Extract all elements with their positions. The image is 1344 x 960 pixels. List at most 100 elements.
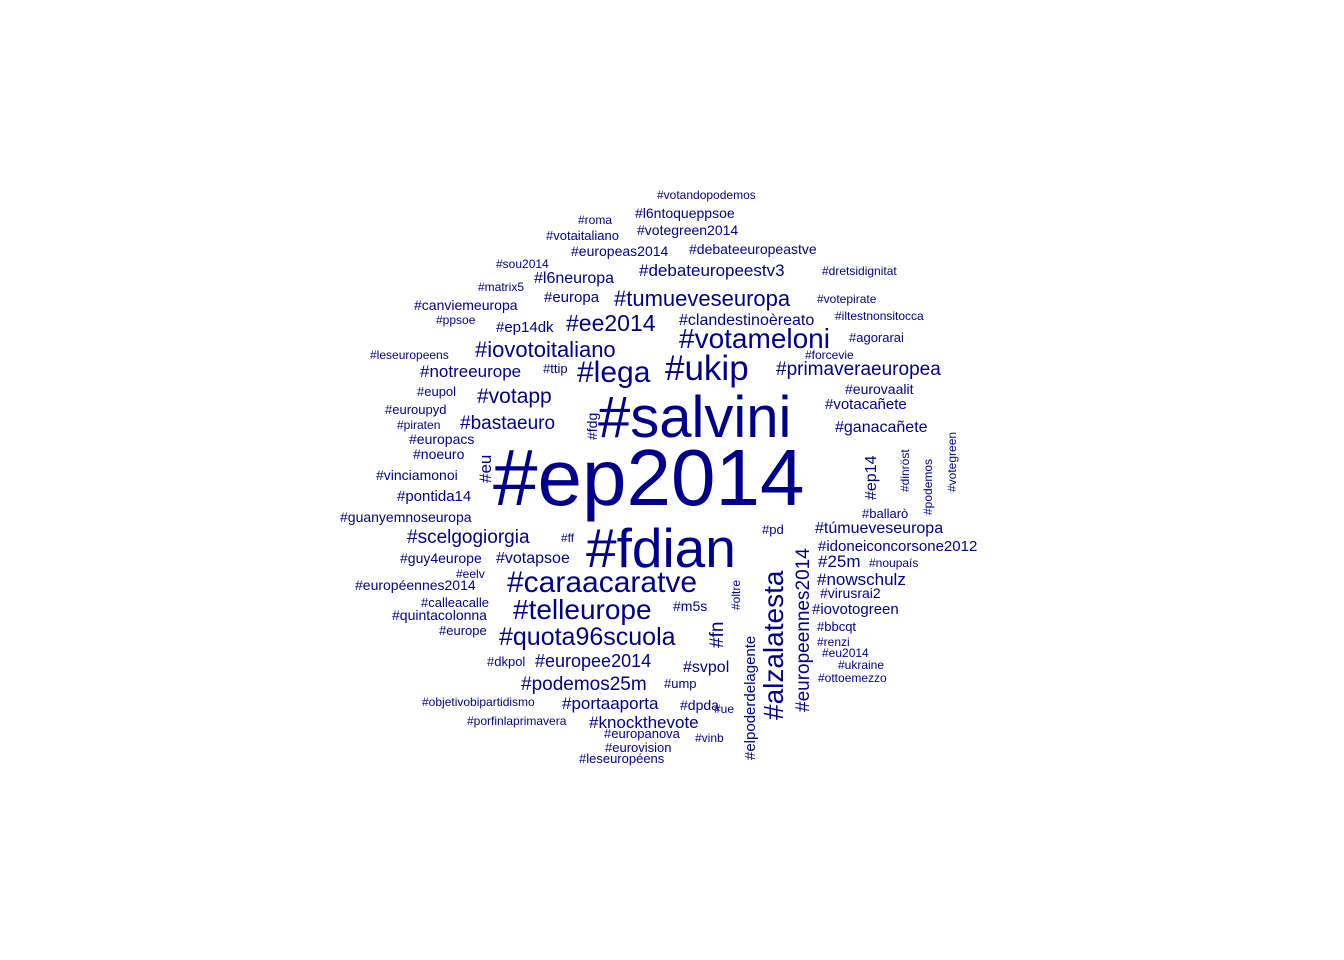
word: #ukraine (838, 658, 884, 672)
word: #l6ntoqueppsoe (635, 205, 735, 221)
word: #primaveraeuropea (776, 359, 941, 380)
word: #fdian (586, 517, 736, 579)
word: #fn (707, 622, 728, 648)
word: #notreeurope (420, 362, 521, 381)
word: #ue (714, 702, 734, 716)
word: #ep14 (863, 455, 880, 500)
word: #quota96scuola (499, 623, 676, 651)
word: #ttip (543, 361, 568, 376)
word: #votapp (477, 385, 552, 408)
word: #svpol (683, 659, 729, 676)
word: #ballarò (862, 506, 908, 521)
word: #bastaeuro (460, 413, 555, 434)
word: #25m (818, 552, 861, 571)
word: #eelv (456, 567, 485, 581)
word: #ff (561, 531, 575, 545)
word: #caraacaratve (507, 566, 697, 599)
word: #piraten (397, 418, 440, 432)
word: #eurovision (605, 740, 672, 755)
word: #m5s (673, 598, 707, 614)
word: #elpoderdelagente (742, 636, 759, 760)
word: #dpda (680, 697, 719, 713)
word: #votandopodemos (657, 188, 756, 202)
word: #clandestinoèreato (679, 312, 814, 329)
word: #vinciamonoi (376, 467, 458, 483)
word: #iltestnonsitocca (835, 309, 924, 323)
word: #bbcqt (817, 619, 856, 634)
word: #telleurope (513, 594, 652, 625)
word: #leseuropeens (370, 348, 449, 362)
word: #votegreen (945, 432, 959, 492)
word: #alzalatesta (758, 570, 789, 720)
word: #objetivobipartidismo (422, 695, 535, 709)
word: #eu2014 (822, 646, 869, 660)
word: #ppsoe (436, 313, 476, 327)
word: #ump (664, 676, 697, 691)
word: #renzi (817, 635, 850, 649)
word: #salvini (598, 385, 791, 450)
word: #knockthevote (589, 713, 699, 732)
word: #portaaporta (562, 694, 659, 713)
word: #guanyemnoseuropa (340, 509, 472, 525)
word: #ganacañete (835, 419, 928, 436)
word: #virusrai2 (820, 585, 881, 601)
word: #votegreen2014 (637, 222, 738, 238)
word: #l6neuropa (534, 270, 614, 287)
word: #eurovaalit (845, 381, 914, 397)
word: #matrix5 (478, 280, 524, 294)
word: #eupol (417, 384, 456, 399)
word: #noeuro (413, 446, 465, 462)
word: #calleacalle (421, 595, 489, 610)
word: #fdg (584, 413, 600, 440)
word: #noupaís (869, 556, 918, 570)
word: #dkpol (487, 654, 525, 669)
word: #scelgogiorgia (407, 527, 530, 548)
word: #votameloni (679, 323, 830, 354)
word: #pontida14 (397, 488, 471, 505)
word: #ee2014 (566, 310, 656, 336)
word: #podemos25m (521, 674, 647, 695)
word: #europeas2014 (571, 243, 669, 259)
word: #guy4europe (400, 550, 482, 566)
word: #pd (762, 522, 784, 537)
word: #leseuropéens (579, 751, 665, 766)
word: #forcevie (805, 348, 854, 362)
word: #túmueveseuropa (815, 520, 943, 537)
word: #debateeuropeastve (689, 241, 817, 257)
word: #votepirate (817, 292, 877, 306)
word: #porfinlaprimavera (467, 714, 567, 728)
word: #podemos (921, 459, 935, 515)
word: #iovotoitaliano (475, 337, 616, 362)
word: #ukip (665, 349, 749, 388)
word: #européennes2014 (355, 577, 476, 593)
word: #roma (578, 213, 612, 227)
word: #canviemeuropa (414, 297, 518, 313)
word: #europe (439, 623, 487, 638)
word: #votapsoe (496, 550, 570, 567)
word: #nowschulz (817, 570, 906, 589)
word: #europanova (604, 726, 681, 741)
word: #idoneiconcorsone2012 (818, 538, 977, 555)
word: #oltre (729, 580, 743, 610)
word: #dinröst (898, 449, 912, 492)
word: #europee2014 (535, 651, 651, 671)
word: #sou2014 (496, 257, 549, 271)
word: #quintacolonna (392, 607, 487, 623)
word: #debateuropeestv3 (639, 261, 785, 280)
word: #iovotogreen (812, 601, 899, 618)
word: #ottoemezzo (818, 671, 887, 685)
word: #euroupyd (385, 402, 446, 417)
word: #ep14dk (496, 319, 554, 336)
word: #europacs (409, 431, 474, 447)
word: #ep2014 (493, 433, 804, 522)
word: #lega (577, 356, 651, 389)
word: #votacañete (825, 396, 907, 413)
word: #europeennes2014 (793, 548, 814, 712)
word: #votaitaliano (546, 228, 619, 243)
word: #vinb (695, 731, 724, 745)
word: #dretsidignitat (822, 264, 897, 278)
word: #tumueveseuropa (614, 286, 791, 311)
word: #eu (476, 455, 495, 483)
